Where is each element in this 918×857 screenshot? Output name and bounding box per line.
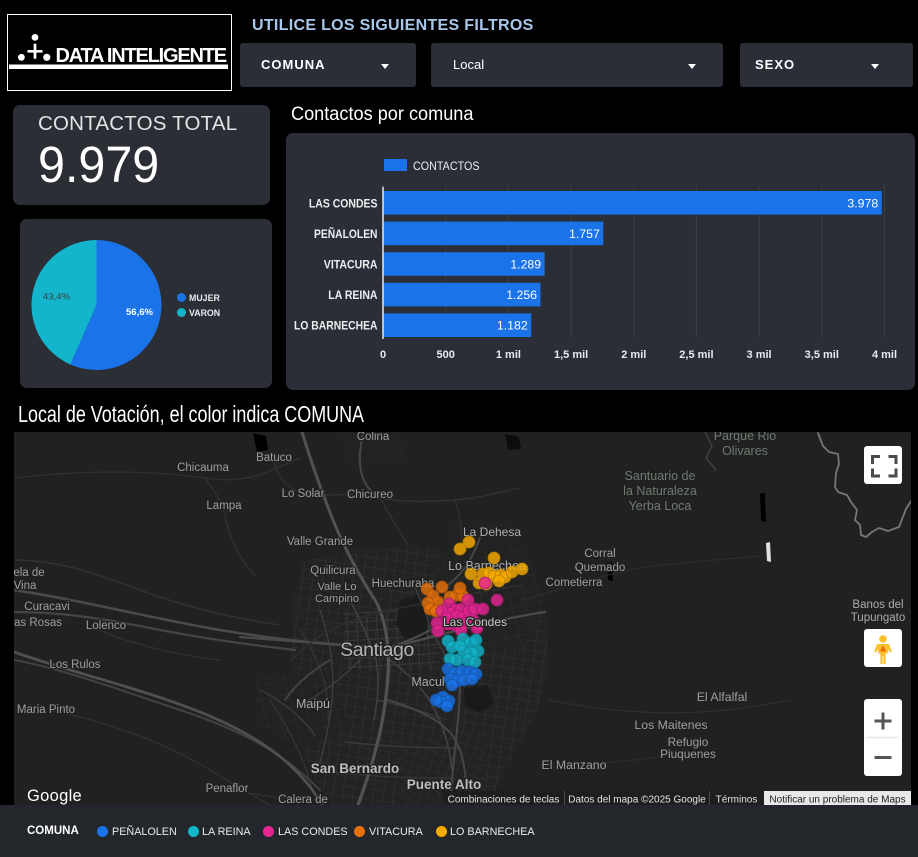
svg-text:1.182: 1.182 bbox=[497, 319, 528, 333]
svg-text:VITACURA: VITACURA bbox=[324, 258, 378, 272]
svg-text:Batuco: Batuco bbox=[256, 452, 292, 464]
svg-text:Curacavi: Curacavi bbox=[24, 601, 69, 613]
svg-text:La Dehesa: La Dehesa bbox=[463, 525, 521, 539]
svg-text:3 mil: 3 mil bbox=[747, 349, 772, 361]
svg-text:Las Condes: Las Condes bbox=[443, 615, 507, 629]
svg-text:Chicauma: Chicauma bbox=[177, 462, 229, 474]
svg-text:1.289: 1.289 bbox=[510, 258, 541, 272]
svg-text:as Rosas: as Rosas bbox=[14, 617, 62, 629]
svg-text:4 mil: 4 mil bbox=[872, 349, 897, 361]
svg-text:El Manzano: El Manzano bbox=[542, 758, 607, 772]
svg-text:1 mil: 1 mil bbox=[496, 349, 521, 361]
svg-text:PEÑALOLEN: PEÑALOLEN bbox=[314, 226, 378, 241]
svg-text:3.978: 3.978 bbox=[847, 196, 878, 210]
svg-text:Cometierra: Cometierra bbox=[546, 577, 603, 589]
svg-text:Yerba Loca: Yerba Loca bbox=[629, 499, 692, 513]
svg-text:1.256: 1.256 bbox=[506, 288, 537, 302]
svg-text:El Alfalfal: El Alfalfal bbox=[697, 690, 748, 704]
svg-text:San Bernardo: San Bernardo bbox=[311, 761, 400, 776]
svg-text:Lolenco: Lolenco bbox=[86, 620, 126, 632]
svg-text:0: 0 bbox=[380, 349, 386, 361]
svg-text:1.757: 1.757 bbox=[569, 227, 600, 241]
svg-text:500: 500 bbox=[437, 349, 455, 361]
svg-text:Parque Rio: Parque Rio bbox=[714, 432, 777, 443]
svg-text:Términos: Términos bbox=[716, 795, 758, 806]
svg-text:ela de: ela de bbox=[14, 567, 45, 579]
svg-text:Colina: Colina bbox=[357, 432, 390, 443]
svg-text:Quemado: Quemado bbox=[575, 562, 626, 574]
svg-text:Olivares: Olivares bbox=[722, 444, 768, 458]
svg-text:LO BARNECHEA: LO BARNECHEA bbox=[294, 319, 378, 333]
svg-text:Valle Grande: Valle Grande bbox=[287, 536, 353, 548]
svg-text:la Naturaleza: la Naturaleza bbox=[623, 484, 697, 498]
svg-text:Maria Pinto: Maria Pinto bbox=[17, 704, 75, 716]
svg-text:MUJER: MUJER bbox=[189, 293, 220, 303]
svg-text:Banos del: Banos del bbox=[852, 599, 903, 611]
svg-text:Maipú: Maipú bbox=[296, 697, 330, 711]
svg-text:DATA INTELIGENTE: DATA INTELIGENTE bbox=[56, 45, 227, 67]
svg-text:Calera de: Calera de bbox=[278, 794, 328, 805]
svg-text:2,5 mil: 2,5 mil bbox=[679, 349, 713, 361]
svg-text:Quilicura: Quilicura bbox=[310, 565, 356, 577]
svg-text:Santiago: Santiago bbox=[340, 639, 414, 661]
svg-text:Campino: Campino bbox=[315, 593, 359, 605]
svg-text:Los Rulos: Los Rulos bbox=[49, 659, 100, 671]
svg-text:Penaflor: Penaflor bbox=[206, 783, 249, 795]
svg-text:Valle Lo: Valle Lo bbox=[318, 581, 357, 593]
svg-text:Notificar un problema de Maps: Notificar un problema de Maps bbox=[769, 795, 905, 806]
svg-text:Puente Alto: Puente Alto bbox=[407, 777, 482, 792]
svg-text:2 mil: 2 mil bbox=[621, 349, 646, 361]
svg-text:Combinaciones de teclas: Combinaciones de teclas bbox=[448, 795, 560, 806]
svg-text:Vina: Vina bbox=[14, 580, 37, 592]
svg-text:Corral: Corral bbox=[584, 548, 615, 560]
svg-text:Google: Google bbox=[27, 787, 82, 805]
svg-text:LAS CONDES: LAS CONDES bbox=[309, 196, 378, 210]
svg-text:CONTACTOS: CONTACTOS bbox=[413, 159, 480, 173]
svg-text:VARON: VARON bbox=[189, 308, 220, 318]
svg-text:1,5 mil: 1,5 mil bbox=[554, 349, 588, 361]
svg-text:Datos del mapa ©2025 Google: Datos del mapa ©2025 Google bbox=[568, 795, 706, 806]
svg-text:Refugio: Refugio bbox=[668, 735, 709, 749]
svg-text:Los Maitenes: Los Maitenes bbox=[634, 718, 707, 732]
svg-text:56,6%: 56,6% bbox=[126, 307, 153, 318]
svg-text:Piuquenes: Piuquenes bbox=[660, 747, 716, 761]
svg-text:LA REINA: LA REINA bbox=[328, 288, 377, 302]
svg-text:43,4%: 43,4% bbox=[43, 292, 70, 303]
svg-text:Lo Solar: Lo Solar bbox=[282, 488, 325, 500]
svg-text:Tupungato: Tupungato bbox=[851, 612, 906, 624]
svg-text:3,5 mil: 3,5 mil bbox=[805, 349, 839, 361]
svg-text:Lampa: Lampa bbox=[206, 500, 242, 512]
svg-text:Chicureo: Chicureo bbox=[347, 489, 393, 501]
svg-text:Macul: Macul bbox=[411, 675, 444, 689]
svg-text:Santuario de: Santuario de bbox=[625, 469, 696, 483]
svg-text:Huechuraba: Huechuraba bbox=[372, 578, 435, 590]
